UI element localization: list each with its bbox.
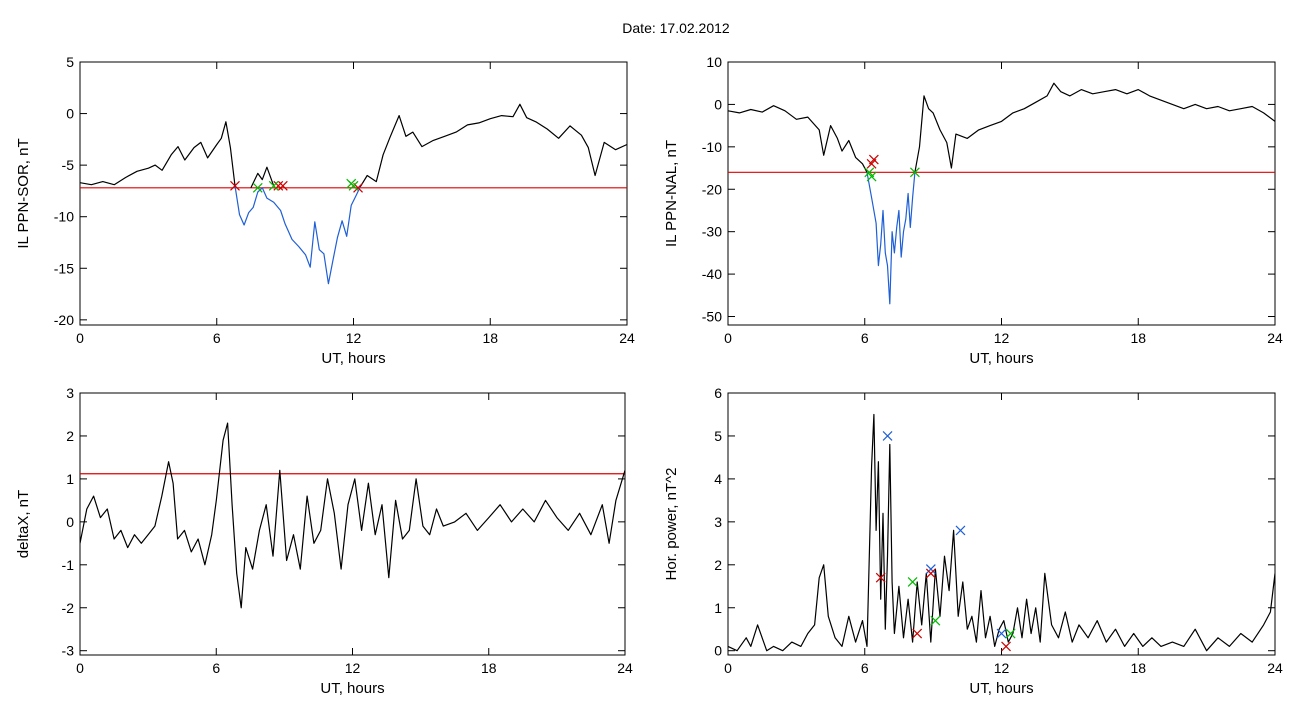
y-tick-label: -10 bbox=[54, 209, 74, 225]
series-line-0 bbox=[80, 422, 625, 609]
x-tick-label: 24 bbox=[1267, 660, 1283, 676]
cross-marker bbox=[907, 577, 918, 587]
cross-marker bbox=[1005, 628, 1016, 639]
y-tick-label: 5 bbox=[714, 428, 722, 444]
y-tick-label: 6 bbox=[714, 385, 722, 401]
y-tick-label: -3 bbox=[62, 643, 75, 659]
plot-data-area bbox=[80, 422, 625, 609]
cross-marker bbox=[930, 615, 941, 626]
cross-marker bbox=[252, 182, 263, 193]
cross-marker bbox=[996, 628, 1007, 639]
chart-panel-p2: 0 6 12 18 24 10 0 -10 -20 -30 -40 -50 UT, hours IL PP… bbox=[663, 54, 1283, 367]
plot-frame bbox=[79, 392, 626, 656]
y-tick-label: 0 bbox=[714, 643, 722, 659]
plot-data-area bbox=[728, 82, 1275, 305]
cross-marker bbox=[925, 564, 936, 575]
cross-marker bbox=[955, 525, 966, 536]
y-tick-label: -5 bbox=[62, 157, 75, 173]
y-tick-label: 3 bbox=[66, 385, 74, 401]
cross-marker bbox=[912, 628, 923, 639]
x-tick-label: 6 bbox=[212, 660, 220, 676]
x-tick-label: 24 bbox=[619, 330, 635, 346]
x-tick-label: 18 bbox=[481, 660, 497, 676]
cross-marker bbox=[277, 180, 288, 191]
plot-frame bbox=[727, 392, 1276, 656]
cross-marker bbox=[868, 154, 879, 165]
y-tick-label: 3 bbox=[714, 514, 722, 530]
x-tick-label: 6 bbox=[861, 660, 869, 676]
y-axis-label: IL PPN-SOR, nT bbox=[15, 138, 32, 248]
series-line-0 bbox=[728, 413, 1275, 652]
x-tick-label: 6 bbox=[213, 330, 221, 346]
y-tick-label: 2 bbox=[66, 428, 74, 444]
series-line-1 bbox=[250, 166, 275, 189]
y-tick-label: -1 bbox=[62, 557, 75, 573]
y-tick-label: -20 bbox=[702, 181, 722, 197]
x-tick-label: 18 bbox=[1130, 330, 1146, 346]
x-tick-label: 12 bbox=[994, 330, 1010, 346]
chart-panel-p1: 0 6 12 18 24 5 0 -5 -10 -15 -20 UT, hours IL PPN-SOR… bbox=[15, 54, 635, 367]
cross-marker bbox=[273, 180, 284, 191]
y-tick-label: 1 bbox=[66, 471, 74, 487]
series-line-0 bbox=[728, 105, 868, 173]
x-axis-label: UT, hours bbox=[969, 350, 1033, 367]
y-tick-label: 0 bbox=[66, 106, 74, 122]
x-axis-label: UT, hours bbox=[321, 350, 385, 367]
cross-marker bbox=[882, 431, 893, 441]
x-tick-label: 0 bbox=[76, 660, 84, 676]
x-axis-label: UT, hours bbox=[969, 680, 1033, 697]
y-tick-label: -15 bbox=[54, 260, 74, 276]
x-tick-label: 12 bbox=[994, 660, 1010, 676]
x-tick-label: 0 bbox=[724, 330, 732, 346]
plot-data-area bbox=[728, 413, 1275, 652]
x-tick-label: 0 bbox=[76, 330, 84, 346]
cross-marker bbox=[1001, 641, 1011, 652]
x-tick-label: 24 bbox=[1267, 330, 1283, 346]
x-tick-label: 18 bbox=[482, 330, 498, 346]
cross-marker bbox=[348, 180, 359, 191]
y-axis-label: IL PPN-NAL, nT bbox=[663, 140, 680, 247]
plot-data-area bbox=[80, 103, 627, 285]
plot-frame bbox=[79, 61, 628, 326]
y-axis-label: deltaX, nT bbox=[15, 490, 32, 558]
series-line-0 bbox=[80, 121, 236, 186]
y-tick-label: 1 bbox=[714, 600, 722, 616]
x-tick-label: 12 bbox=[346, 330, 362, 346]
cross-marker bbox=[925, 568, 936, 579]
x-tick-label: 12 bbox=[345, 660, 361, 676]
chart-panel-p4: 0 6 12 18 24 6 5 4 3 2 1 0 UT, hours Hor. power, nT^2 bbox=[663, 385, 1283, 697]
y-tick-label: -10 bbox=[702, 139, 722, 155]
y-tick-label: 0 bbox=[66, 514, 74, 530]
x-tick-label: 18 bbox=[1130, 660, 1146, 676]
y-tick-label: 2 bbox=[714, 557, 722, 573]
y-tick-label: 10 bbox=[706, 54, 722, 70]
x-tick-label: 24 bbox=[617, 660, 633, 676]
cross-marker bbox=[230, 180, 240, 191]
cross-marker bbox=[268, 180, 279, 191]
y-tick-label: 5 bbox=[66, 54, 74, 70]
y-tick-label: 0 bbox=[714, 96, 722, 112]
figure-title: Date: 17.02.2012 bbox=[622, 20, 730, 36]
y-axis-label: Hor. power, nT^2 bbox=[663, 468, 680, 581]
x-tick-label: 0 bbox=[724, 660, 732, 676]
x-axis-label: UT, hours bbox=[320, 680, 384, 697]
y-tick-label: -50 bbox=[702, 309, 722, 325]
series-line-1 bbox=[914, 82, 1275, 173]
plot-frame bbox=[727, 61, 1276, 326]
y-tick-label: -2 bbox=[62, 600, 75, 616]
y-tick-label: -40 bbox=[702, 266, 722, 282]
series-line-2 bbox=[359, 103, 627, 188]
cross-marker bbox=[875, 572, 886, 583]
cross-marker bbox=[866, 171, 877, 182]
chart-panel-p3: 0 6 12 18 24 3 2 1 0 -1 -2 -3 UT, hours deltaX, nT bbox=[15, 385, 633, 697]
y-tick-label: -20 bbox=[54, 312, 74, 328]
series-line-2 bbox=[866, 172, 916, 305]
cross-marker bbox=[909, 167, 920, 178]
x-tick-label: 6 bbox=[861, 330, 869, 346]
y-tick-label: -30 bbox=[702, 224, 722, 240]
series-line-3 bbox=[234, 185, 361, 285]
y-tick-label: 4 bbox=[714, 471, 722, 487]
